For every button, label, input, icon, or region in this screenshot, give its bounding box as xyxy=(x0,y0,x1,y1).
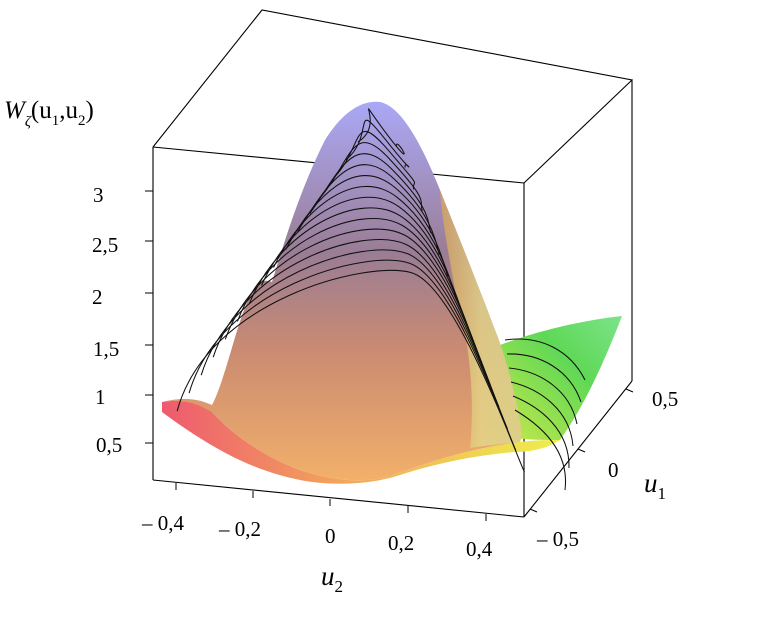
contour-line xyxy=(236,218,483,364)
z-label-arg1-subscript: 1 xyxy=(52,113,60,129)
z-tick-label-4: 2 xyxy=(92,285,103,309)
y-tick-label-2: 0 xyxy=(608,458,619,482)
contour-line xyxy=(345,119,410,168)
z-tick-label-2: 1 xyxy=(95,385,106,409)
y-label-subscript: 1 xyxy=(658,484,667,503)
contour-line xyxy=(357,108,405,155)
surface-right-lobe xyxy=(500,316,622,440)
contour-line-lobe xyxy=(514,409,567,491)
contour-line xyxy=(200,249,508,429)
z-label-arg2-subscript: 2 xyxy=(78,113,86,129)
contour-line xyxy=(176,269,525,473)
contour-line-lobe xyxy=(508,367,578,425)
contour-line-lobe xyxy=(510,381,574,447)
surface-front-floor xyxy=(162,400,560,484)
z-label-subscript: ζ xyxy=(25,114,32,130)
surface-right-shoulder xyxy=(440,190,522,448)
contour-line-lobe xyxy=(506,353,582,403)
y-tick-label-3: 0,5 xyxy=(652,387,678,411)
x-tick-label-5: 0,4 xyxy=(466,537,493,561)
x-axis-label: u2 xyxy=(321,561,343,596)
surface xyxy=(162,101,622,484)
x-label-subscript: 2 xyxy=(335,577,344,596)
z-label-close: ) xyxy=(85,97,93,124)
y-axis-label: u1 xyxy=(644,468,666,503)
surface-main-hill xyxy=(162,101,522,481)
z-tick-label-6: 3 xyxy=(93,183,104,207)
contour-line xyxy=(285,175,449,277)
x-label-base: u xyxy=(321,561,335,591)
contour-lines xyxy=(176,108,586,491)
z-label-base: W xyxy=(4,97,27,124)
frame-back-top xyxy=(152,9,634,184)
contour-line-lobe xyxy=(512,395,570,469)
z-tick-label-5: 2,5 xyxy=(92,233,118,257)
y-tick-mark-2 xyxy=(577,448,586,453)
y-tick-mark-1 xyxy=(529,508,538,513)
z-axis-label: Wζ(u1,u2) xyxy=(4,97,94,130)
z-tick-label-3: 1,5 xyxy=(93,337,119,361)
contour-line-lobe xyxy=(504,338,586,381)
x-tick-label-4: 0,2 xyxy=(388,531,414,555)
y-tick-mark-3 xyxy=(625,388,634,393)
contour-line xyxy=(273,186,457,299)
contour-line xyxy=(224,228,491,386)
x-tick-label-2: – 0,2 xyxy=(218,517,261,541)
x-tick-label-1: – 0,4 xyxy=(141,511,185,535)
contour-line xyxy=(188,259,517,451)
frame-front-bottom xyxy=(152,479,525,518)
z-label-args: (u xyxy=(31,97,52,124)
contour-line xyxy=(261,196,466,321)
y-label-base: u xyxy=(644,468,658,498)
y-axis: – 0,5 0 0,5 xyxy=(529,387,678,551)
x-tick-label-3: 0 xyxy=(325,524,336,548)
x-axis: – 0,4 – 0,2 0 0,2 0,4 xyxy=(141,483,493,561)
contour-line xyxy=(248,207,474,342)
y-tick-label-1: – 0,5 xyxy=(536,527,579,551)
z-axis: 0,5 1 1,5 2 2,5 3 xyxy=(92,183,153,457)
z-label-separator: ,u xyxy=(59,97,78,124)
contour-line xyxy=(297,164,440,255)
contour-line xyxy=(309,153,432,233)
contour-line xyxy=(212,239,500,408)
z-tick-label-1: 0,5 xyxy=(96,433,122,457)
